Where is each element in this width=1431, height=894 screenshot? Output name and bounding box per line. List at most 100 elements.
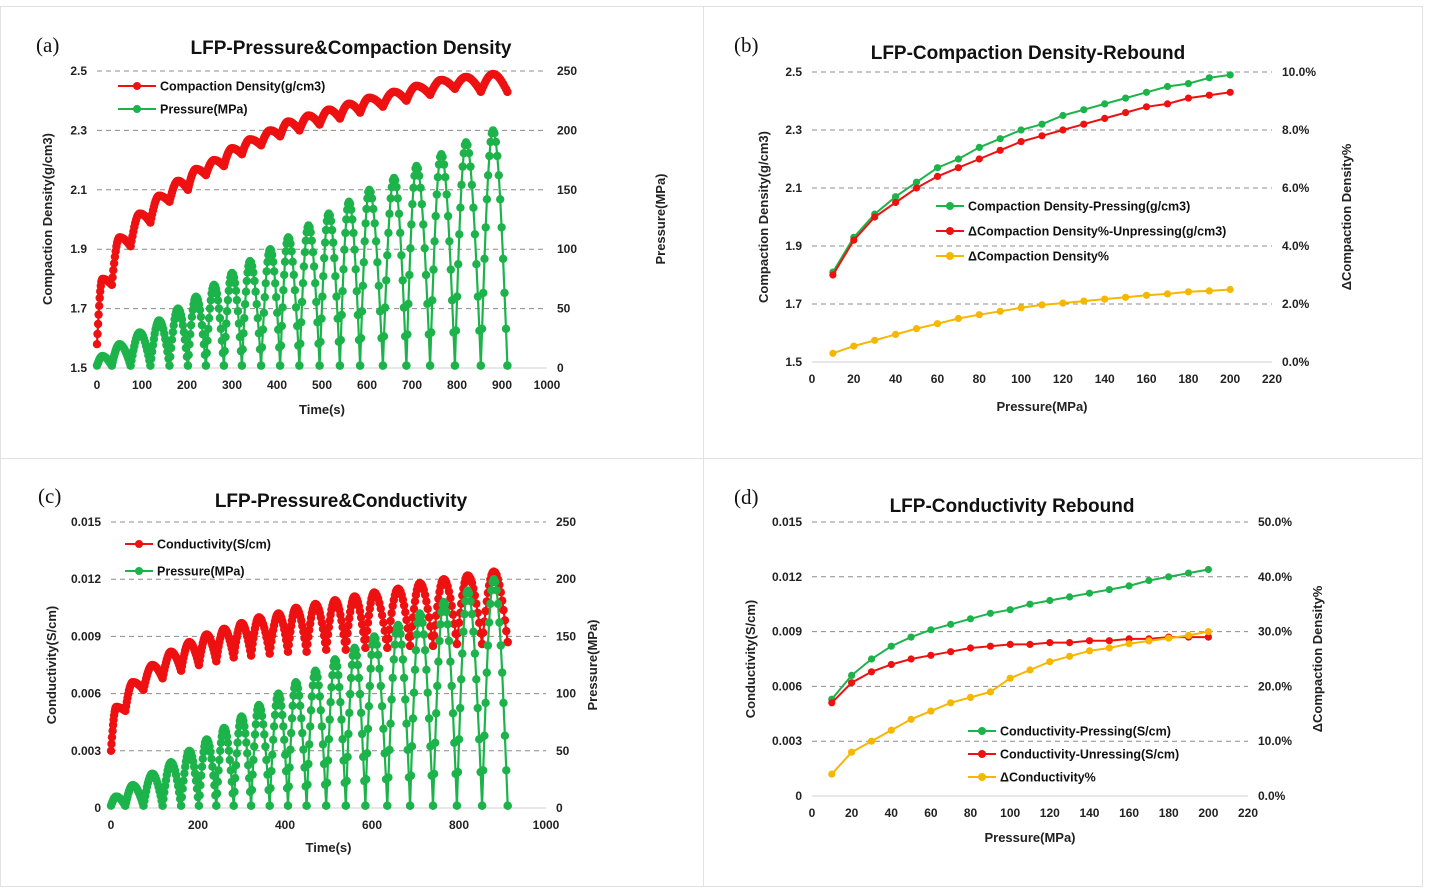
data-point (386, 194, 395, 203)
data-point (1226, 285, 1234, 294)
data-point (452, 801, 462, 810)
x-tick-label: 200 (177, 378, 197, 392)
data-point (1184, 631, 1193, 640)
data-point (308, 248, 318, 257)
data-point (452, 639, 462, 649)
data-point (887, 642, 895, 650)
x-tick-label: 140 (1095, 372, 1115, 386)
series-1 (828, 565, 1212, 703)
data-point (415, 171, 424, 180)
data-point (216, 746, 225, 755)
data-point (1226, 88, 1234, 96)
data-point (1142, 88, 1151, 96)
x-tick-label: 100 (1011, 372, 1031, 386)
data-point (423, 688, 432, 697)
x-tick-label: 800 (449, 818, 469, 832)
data-point (848, 671, 856, 680)
y-right-tick-label: 2.0% (1282, 297, 1310, 311)
y-right-tick-label: 50.0% (1258, 515, 1292, 529)
x-tick-label: 0 (809, 372, 816, 386)
data-point (456, 203, 465, 212)
x-tick-label: 900 (492, 378, 512, 392)
data-point (420, 590, 430, 600)
data-point (394, 209, 404, 218)
data-point (975, 311, 983, 319)
data-point (323, 756, 333, 765)
data-point (270, 710, 280, 720)
data-point (230, 278, 240, 288)
data-point (324, 623, 334, 632)
data-point (399, 601, 409, 610)
data-point (273, 308, 282, 317)
data-point (248, 262, 257, 271)
data-point (297, 714, 306, 723)
data-point (398, 276, 407, 285)
data-point (290, 286, 300, 295)
data-point (483, 641, 493, 650)
data-point (429, 265, 438, 274)
data-point (495, 618, 504, 627)
x-tick-label: 0 (108, 818, 115, 832)
y-left-tick-label: 2.5 (70, 64, 87, 78)
data-point (472, 260, 481, 269)
data-point (476, 361, 485, 370)
data-point (107, 733, 117, 742)
data-point (330, 253, 339, 263)
data-point (385, 209, 394, 218)
data-point (503, 87, 512, 97)
y-left-tick-label: 1.5 (70, 361, 87, 375)
data-point (996, 146, 1004, 154)
data-point (359, 258, 368, 267)
y-right-tick-label: 150 (556, 629, 576, 643)
x-tick-label: 100 (132, 378, 152, 392)
y-right-tick-label: 30.0% (1258, 625, 1292, 639)
data-point (1017, 138, 1025, 146)
data-point (93, 319, 103, 329)
data-point (213, 296, 223, 305)
data-point (296, 701, 305, 710)
data-point (280, 257, 290, 266)
data-point (1080, 106, 1088, 114)
data-point (1226, 71, 1234, 79)
data-point (1165, 573, 1173, 581)
data-point (367, 650, 376, 660)
data-point (408, 200, 417, 209)
data-point (1080, 297, 1088, 305)
data-point (1066, 652, 1074, 660)
chart-title: LFP-Pressure&Conductivity (215, 491, 468, 512)
data-point (265, 649, 274, 658)
data-point (167, 343, 176, 353)
data-point (320, 253, 329, 263)
x-tick-label: 20 (847, 372, 861, 386)
panel-label: (d) (734, 485, 759, 509)
legend-swatch-marker (133, 105, 141, 113)
series-2 (106, 575, 512, 811)
data-point (364, 611, 374, 620)
data-point (493, 151, 502, 161)
data-point (407, 742, 417, 751)
data-point (387, 695, 396, 704)
data-point (298, 728, 307, 738)
data-point (250, 742, 259, 751)
data-point (212, 801, 221, 810)
data-point (317, 314, 326, 323)
data-point (366, 187, 375, 197)
data-point (384, 773, 393, 782)
data-point (467, 180, 477, 190)
x-tick-label: 0 (809, 806, 816, 820)
data-point (1059, 126, 1067, 134)
y-left-axis-title: Conductivity(S/cm) (743, 600, 758, 718)
data-point (197, 771, 206, 780)
data-point (243, 749, 252, 758)
data-point (277, 321, 286, 331)
data-point (1184, 288, 1192, 296)
data-point (179, 327, 189, 337)
data-point (322, 801, 331, 810)
data-point (1085, 637, 1094, 645)
data-point (297, 318, 306, 327)
data-point (147, 354, 156, 363)
data-point (95, 293, 104, 303)
data-point (887, 726, 895, 734)
data-point (272, 293, 281, 302)
data-point (184, 350, 193, 359)
